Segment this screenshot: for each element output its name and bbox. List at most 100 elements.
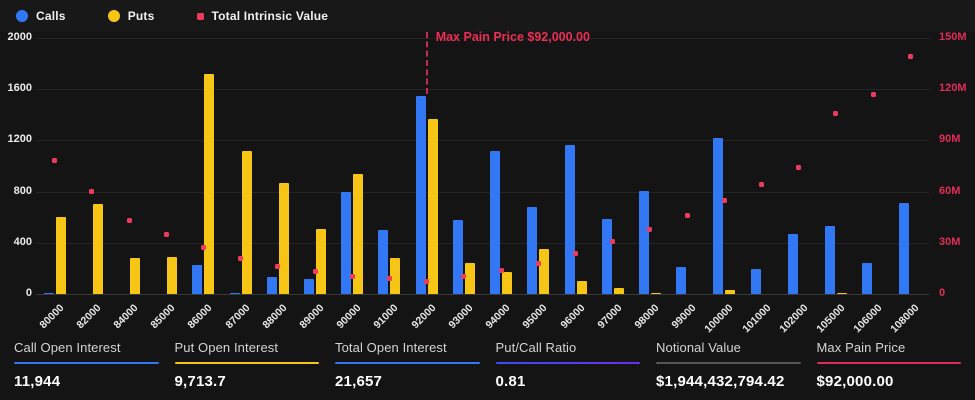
- stat-label: Put/Call Ratio: [495, 340, 577, 355]
- intrinsic-value-dot[interactable]: [163, 231, 169, 237]
- call-bar[interactable]: [452, 220, 463, 294]
- call-bar[interactable]: [824, 225, 835, 294]
- call-bar[interactable]: [266, 277, 277, 294]
- intrinsic-value-dot[interactable]: [870, 91, 876, 97]
- put-bar[interactable]: [204, 73, 215, 294]
- right-axis-tick-label: 0: [939, 287, 946, 299]
- stat-underline: [495, 362, 640, 364]
- stat-value: 9,713.7: [174, 373, 226, 390]
- intrinsic-value-dot[interactable]: [647, 226, 653, 232]
- right-axis-tick-label: 120M: [939, 82, 967, 94]
- call-bar[interactable]: [490, 150, 501, 294]
- put-bar[interactable]: [502, 271, 513, 294]
- intrinsic-value-dot[interactable]: [907, 54, 913, 60]
- intrinsic-value-dot[interactable]: [461, 273, 467, 279]
- call-bar[interactable]: [750, 269, 761, 294]
- put-bar[interactable]: [836, 292, 847, 294]
- intrinsic-value-dot[interactable]: [89, 189, 95, 195]
- put-bar[interactable]: [613, 288, 624, 294]
- call-bar[interactable]: [192, 264, 203, 294]
- put-bar[interactable]: [353, 173, 364, 294]
- right-axis-tick-label: 30M: [939, 236, 961, 248]
- intrinsic-value-dot[interactable]: [498, 268, 504, 274]
- gridline: [36, 38, 929, 39]
- x-axis-tick-label: 101000: [739, 302, 774, 336]
- x-axis-tick-label: 106000: [851, 302, 885, 336]
- call-bar[interactable]: [527, 206, 538, 294]
- put-bar[interactable]: [539, 249, 550, 294]
- x-axis-tick-label: 91000: [371, 302, 401, 332]
- call-bar[interactable]: [43, 292, 54, 294]
- put-bar[interactable]: [55, 216, 66, 294]
- intrinsic-value-dot[interactable]: [424, 278, 430, 284]
- intrinsic-legend-label: Total Intrinsic Value: [211, 9, 329, 23]
- call-bar[interactable]: [862, 263, 873, 294]
- legend-item-calls[interactable]: Calls: [16, 9, 66, 23]
- call-bar[interactable]: [601, 219, 612, 294]
- intrinsic-value-dot[interactable]: [312, 269, 318, 275]
- legend-item-intrinsic[interactable]: Total Intrinsic Value: [196, 9, 329, 23]
- right-axis-tick-label: 150M: [939, 31, 967, 43]
- gridline: [36, 192, 929, 193]
- put-bar[interactable]: [241, 150, 252, 294]
- put-bar[interactable]: [427, 118, 438, 294]
- intrinsic-value-dot[interactable]: [721, 197, 727, 203]
- legend-item-puts[interactable]: Puts: [107, 9, 155, 23]
- intrinsic-value-dot[interactable]: [833, 110, 839, 116]
- call-bar[interactable]: [787, 234, 798, 294]
- left-axis-tick-label: 2000: [7, 31, 32, 43]
- x-axis-tick-label: 84000: [111, 302, 141, 332]
- intrinsic-value-dot[interactable]: [759, 182, 765, 188]
- x-axis-tick-label: 82000: [74, 302, 104, 332]
- call-bar[interactable]: [229, 292, 240, 294]
- left-axis-tick-label: 400: [13, 236, 32, 248]
- put-bar[interactable]: [725, 289, 736, 294]
- put-bar[interactable]: [278, 182, 289, 294]
- puts-legend-marker-icon: [107, 10, 120, 22]
- call-bar[interactable]: [899, 203, 910, 294]
- gridline: [36, 89, 929, 90]
- intrinsic-legend-marker-icon: [196, 12, 204, 20]
- intrinsic-value-dot[interactable]: [684, 213, 690, 218]
- intrinsic-value-dot[interactable]: [610, 238, 616, 244]
- call-bar[interactable]: [378, 230, 389, 294]
- intrinsic-value-dot[interactable]: [126, 218, 132, 224]
- stat-put-call-ratio: Put/Call Ratio 0.81: [495, 340, 640, 390]
- x-axis-tick-label: 87000: [222, 302, 253, 332]
- stat-total-open-interest: Total Open Interest 21,657: [335, 340, 480, 390]
- intrinsic-value-dot[interactable]: [52, 158, 58, 164]
- x-axis-tick-label: 100000: [702, 302, 736, 336]
- call-bar[interactable]: [304, 279, 315, 294]
- intrinsic-value-dot[interactable]: [386, 276, 392, 282]
- call-bar[interactable]: [341, 191, 352, 294]
- intrinsic-value-dot[interactable]: [796, 165, 802, 171]
- stat-underline: [656, 362, 801, 364]
- put-bar[interactable]: [390, 258, 401, 294]
- put-bar[interactable]: [92, 204, 103, 294]
- put-bar[interactable]: [576, 281, 587, 294]
- x-axis-tick-label: 92000: [409, 302, 439, 332]
- stat-underline: [335, 362, 480, 364]
- put-bar[interactable]: [316, 228, 327, 294]
- call-bar[interactable]: [676, 267, 687, 294]
- put-bar[interactable]: [650, 292, 661, 294]
- call-bar[interactable]: [415, 95, 426, 294]
- put-bar[interactable]: [167, 256, 178, 294]
- intrinsic-value-dot[interactable]: [238, 255, 244, 261]
- x-axis-tick-label: 102000: [776, 302, 811, 336]
- x-axis-tick-label: 96000: [557, 302, 588, 332]
- intrinsic-value-dot[interactable]: [275, 264, 281, 270]
- intrinsic-value-dot[interactable]: [535, 260, 541, 266]
- x-axis-tick-label: 97000: [595, 302, 625, 332]
- intrinsic-value-dot[interactable]: [200, 245, 206, 251]
- call-bar[interactable]: [713, 137, 724, 294]
- call-bar[interactable]: [564, 144, 575, 294]
- stat-value: 11,944: [14, 373, 61, 390]
- put-bar[interactable]: [130, 257, 141, 294]
- summary-stats-bar: Call Open Interest 11,944 Put Open Inter…: [0, 340, 975, 390]
- put-bar[interactable]: [464, 263, 475, 294]
- intrinsic-value-dot[interactable]: [349, 274, 355, 280]
- intrinsic-value-dot[interactable]: [573, 250, 579, 256]
- call-bar[interactable]: [638, 190, 649, 294]
- x-axis-tick-label: 80000: [36, 302, 67, 332]
